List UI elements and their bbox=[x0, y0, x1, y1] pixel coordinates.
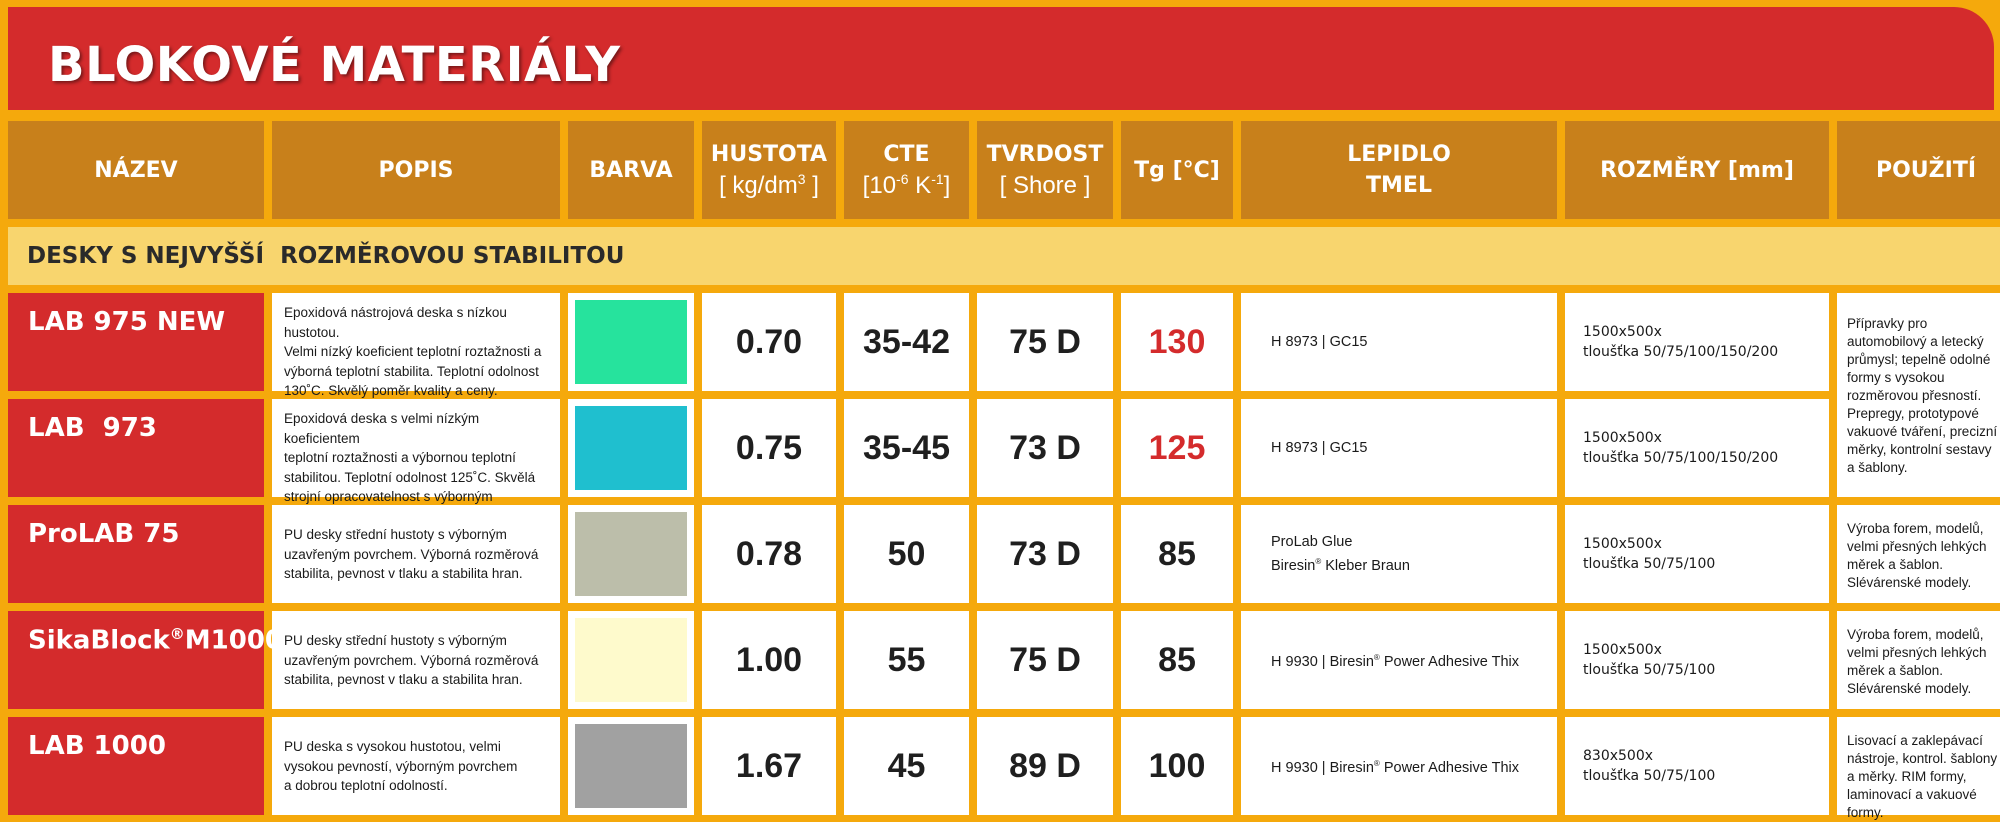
material-name: LAB 975 NEW bbox=[8, 293, 264, 391]
header-nazev: NÁZEV bbox=[8, 121, 264, 219]
color-swatch bbox=[568, 505, 694, 603]
density-value: 1.00 bbox=[702, 611, 836, 709]
header-tvrdost: TVRDOST [ Shore ] bbox=[977, 121, 1113, 219]
material-name: LAB 973 bbox=[8, 399, 264, 497]
title-bar: BLOKOVÉ MATERIÁLY bbox=[8, 7, 1994, 110]
cte-value: 35-45 bbox=[844, 399, 969, 497]
cte-value: 50 bbox=[844, 505, 969, 603]
density-value: 0.78 bbox=[702, 505, 836, 603]
material-name: ProLAB 75 bbox=[8, 505, 264, 603]
dimensions-value: 830x500x tloušťka 50/75/100 bbox=[1565, 717, 1829, 815]
tg-value: 125 bbox=[1121, 399, 1233, 497]
glue-value: H 8973 | GC15 bbox=[1241, 399, 1557, 497]
density-value: 0.70 bbox=[702, 293, 836, 391]
hardness-value: 75 D bbox=[977, 293, 1113, 391]
usage-text: Výroba forem, modelů, velmi přesných lehk… bbox=[1837, 505, 2000, 603]
material-description: PU deska s vysokou hustotou, velmi vysoko… bbox=[272, 717, 560, 815]
usage-text: Přípravky pro automobilový a letecký průmy… bbox=[1837, 293, 2000, 497]
material-description: Epoxidová deska s velmi nízkým koeficien… bbox=[272, 399, 560, 524]
density-value: 1.67 bbox=[702, 717, 836, 815]
color-swatch bbox=[568, 717, 694, 815]
hardness-value: 73 D bbox=[977, 505, 1113, 603]
glue-value: H 9930 | Biresin® Power Adhesive Thix bbox=[1241, 717, 1557, 815]
dimensions-value: 1500x500x tloušťka 50/75/100 bbox=[1565, 611, 1829, 709]
glue-value: H 8973 | GC15 bbox=[1241, 293, 1557, 391]
material-name: LAB 1000 bbox=[8, 717, 264, 815]
material-description: Epoxidová nástrojová deska s nízkou hust… bbox=[272, 293, 560, 398]
glue-value: ProLab Glue Biresin® Kleber Braun bbox=[1241, 505, 1557, 603]
tg-value: 85 bbox=[1121, 611, 1233, 709]
cte-value: 35-42 bbox=[844, 293, 969, 391]
header-lepidlo: LEPIDLO TMEL bbox=[1241, 121, 1557, 219]
page-title: BLOKOVÉ MATERIÁLY bbox=[48, 37, 621, 93]
material-description: PU desky střední hustoty s výborným uzavř… bbox=[272, 611, 560, 709]
usage-text: Výroba forem, modelů, velmi přesných lehk… bbox=[1837, 611, 2000, 709]
material-name: SikaBlock®M1000 bbox=[8, 611, 283, 709]
tg-value: 130 bbox=[1121, 293, 1233, 391]
dimensions-value: 1500x500x tloušťka 50/75/100 bbox=[1565, 505, 1829, 603]
glue-value: H 9930 | Biresin® Power Adhesive Thix bbox=[1241, 611, 1557, 709]
dimensions-value: 1500x500x tloušťka 50/75/100/150/200 bbox=[1565, 293, 1829, 391]
color-swatch bbox=[568, 399, 694, 497]
header-hustota: HUSTOTA [ kg/dm3 ] bbox=[702, 121, 836, 219]
color-swatch bbox=[568, 293, 694, 391]
tg-value: 100 bbox=[1121, 717, 1233, 815]
header-cte: CTE [10-6 K-1] bbox=[844, 121, 969, 219]
header-pouziti: POUŽITÍ bbox=[1837, 121, 2000, 219]
hardness-value: 73 D bbox=[977, 399, 1113, 497]
material-description: PU desky střední hustoty s výborným uzavř… bbox=[272, 505, 560, 603]
section-title: DESKY S NEJVYŠŠÍ ROZMĚROVOU STABILITOU bbox=[8, 227, 2000, 285]
usage-text: Lisovací a zaklepávací nástroje, kontrol.… bbox=[1837, 717, 2000, 820]
hardness-value: 89 D bbox=[977, 717, 1113, 815]
tg-value: 85 bbox=[1121, 505, 1233, 603]
header-barva: BARVA bbox=[568, 121, 694, 219]
cte-value: 45 bbox=[844, 717, 969, 815]
cte-value: 55 bbox=[844, 611, 969, 709]
materials-table: NÁZEV POPIS BARVA HUSTOTA [ kg/dm3 ] CTE… bbox=[8, 121, 2000, 820]
hardness-value: 75 D bbox=[977, 611, 1113, 709]
header-rozmery: ROZMĚRY [mm] bbox=[1565, 121, 1829, 219]
density-value: 0.75 bbox=[702, 399, 836, 497]
header-popis: POPIS bbox=[272, 121, 560, 219]
color-swatch bbox=[568, 611, 694, 709]
header-tg: Tg [°C] bbox=[1121, 121, 1233, 219]
dimensions-value: 1500x500x tloušťka 50/75/100/150/200 bbox=[1565, 399, 1829, 497]
